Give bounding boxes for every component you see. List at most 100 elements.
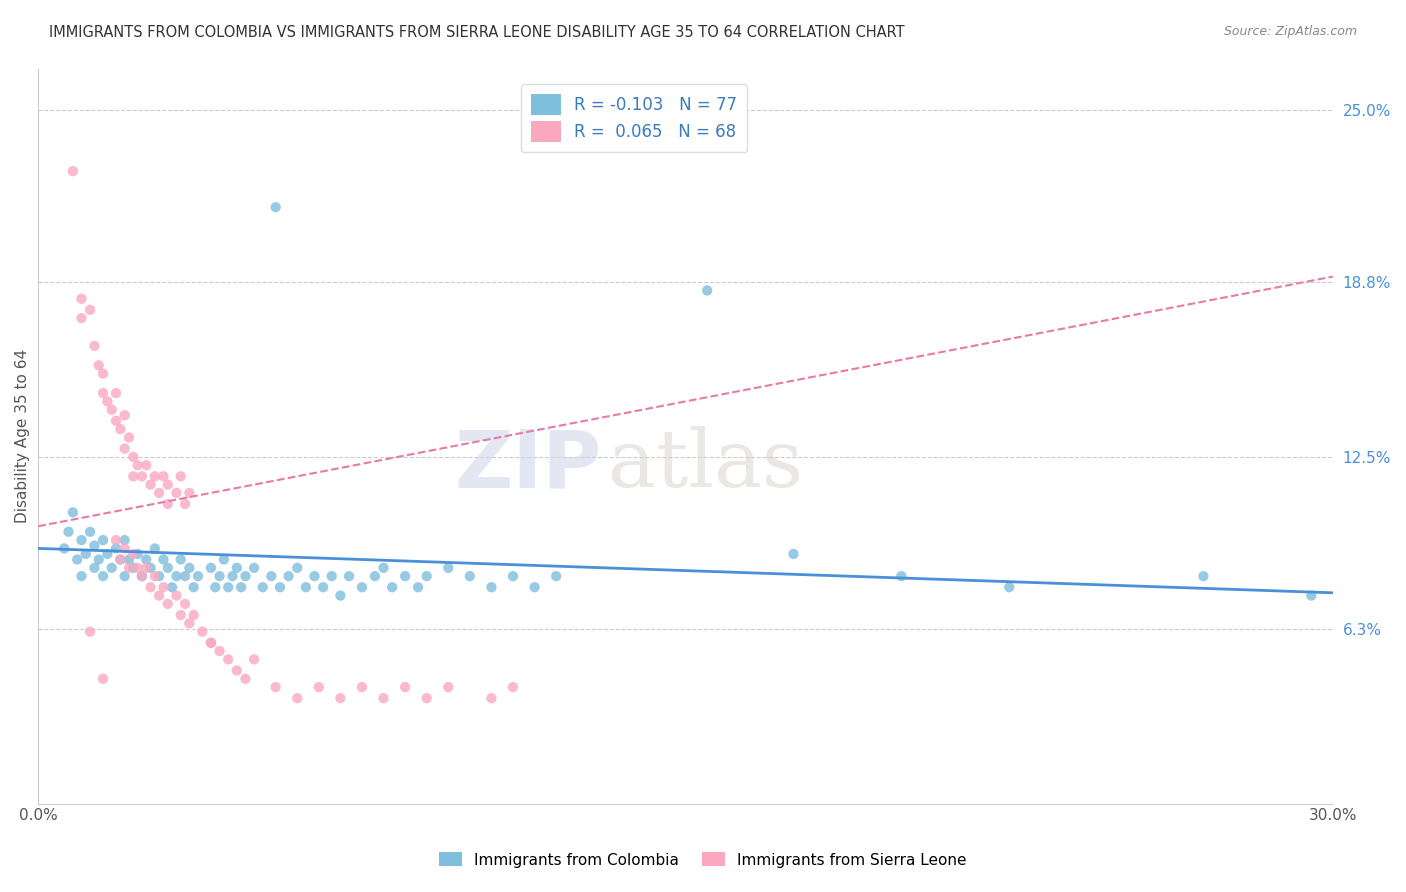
Legend: Immigrants from Colombia, Immigrants from Sierra Leone: Immigrants from Colombia, Immigrants fro… [433,847,973,873]
Point [200,636,222,650]
Text: IMMIGRANTS FROM COLOMBIA VS IMMIGRANTS FROM SIERRA LEONE DISABILITY AGE 35 TO 64: IMMIGRANTS FROM COLOMBIA VS IMMIGRANTS F… [49,25,905,40]
Point [269,580,291,594]
Point [304,569,326,583]
Point [70,311,93,326]
Text: ZIP: ZIP [454,426,602,505]
Point [260,569,283,583]
Point [156,561,179,575]
Point [83,561,105,575]
Point [139,561,162,575]
Point [235,672,257,686]
Point [782,547,804,561]
Point [329,691,352,706]
Point [143,469,166,483]
Point [87,359,110,373]
Point [329,589,352,603]
Point [66,552,89,566]
Point [127,561,149,575]
Point [156,477,179,491]
Point [122,561,145,575]
Point [114,409,136,423]
Point [481,691,503,706]
Point [165,569,187,583]
Point [174,597,197,611]
Point [114,541,136,556]
Point [243,561,266,575]
Point [285,691,308,706]
Point [394,569,416,583]
Point [183,607,205,622]
Point [148,569,170,583]
Point [148,589,170,603]
Point [373,691,395,706]
Point [118,430,141,444]
Point [100,402,122,417]
Point [200,636,222,650]
Point [170,607,193,622]
Point [187,569,209,583]
Point [502,680,524,694]
Point [179,486,201,500]
Point [91,569,114,583]
Point [337,569,360,583]
Point [208,644,231,658]
Point [105,414,128,428]
Point [70,569,93,583]
Point [321,569,343,583]
Point [87,552,110,566]
Point [252,580,274,594]
Point [308,680,330,694]
Point [139,477,162,491]
Point [243,652,266,666]
Point [170,552,193,566]
Point [75,547,97,561]
Point [148,486,170,500]
Point [394,680,416,694]
Point [191,624,214,639]
Point [91,367,114,381]
Point [406,580,429,594]
Point [58,524,80,539]
Text: Source: ZipAtlas.com: Source: ZipAtlas.com [1223,25,1357,38]
Point [96,547,118,561]
Point [91,533,114,547]
Point [110,552,132,566]
Point [105,541,128,556]
Point [179,616,201,631]
Point [264,200,287,214]
Point [135,552,157,566]
Point [156,497,179,511]
Point [114,569,136,583]
Point [217,580,239,594]
Point [415,569,437,583]
Point [546,569,568,583]
Point [96,394,118,409]
Point [221,569,243,583]
Point [127,458,149,473]
Point [160,580,183,594]
Point [135,458,157,473]
Point [53,541,76,556]
Point [890,569,912,583]
Point [118,561,141,575]
Point [131,569,153,583]
Point [143,569,166,583]
Point [481,580,503,594]
Point [114,533,136,547]
Point [295,580,318,594]
Point [79,524,101,539]
Point [364,569,387,583]
Point [152,580,174,594]
Point [415,691,437,706]
Point [170,469,193,483]
Point [83,339,105,353]
Point [110,422,132,436]
Point [91,672,114,686]
Point [131,469,153,483]
Point [225,561,247,575]
Point [70,533,93,547]
Point [91,386,114,401]
Point [350,580,373,594]
Point [350,680,373,694]
Point [131,569,153,583]
